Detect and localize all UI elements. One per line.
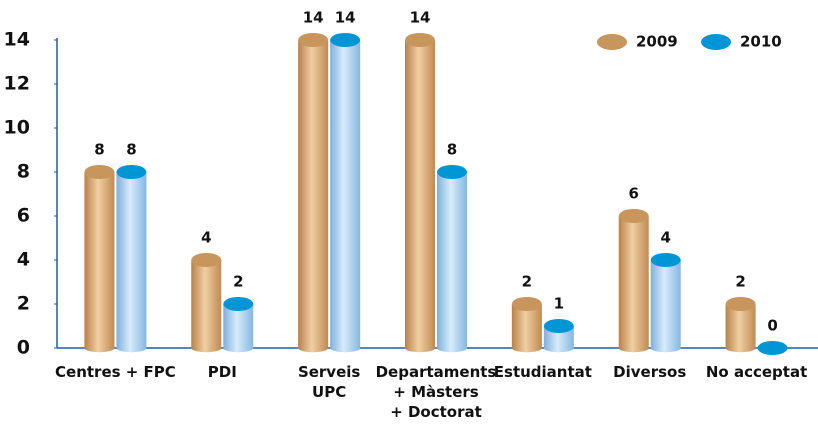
- data-label: 1: [554, 295, 564, 313]
- data-label: 8: [94, 141, 104, 159]
- bar: [223, 304, 254, 348]
- bar: [437, 172, 467, 348]
- x-tick-line: + Doctorat: [390, 403, 482, 421]
- bar: [84, 172, 115, 348]
- x-tick-line: No acceptat: [706, 363, 807, 381]
- data-label: 2: [522, 273, 532, 291]
- data-label: 4: [201, 229, 211, 247]
- bar-top: [298, 33, 329, 47]
- bar-top: [757, 341, 788, 355]
- y-tick-label: 10: [4, 117, 30, 139]
- x-tick-label: Departaments + Màsters + Doctorat: [376, 363, 497, 421]
- data-label: 6: [628, 185, 638, 203]
- bar-top: [191, 253, 222, 267]
- x-tick-label: Estudiantat: [494, 363, 592, 381]
- bar: [405, 40, 435, 348]
- legend-label: 2009: [636, 33, 678, 51]
- bar-top: [116, 165, 147, 179]
- data-label: 8: [126, 141, 136, 159]
- bar: [298, 40, 329, 348]
- data-label: 2: [735, 273, 745, 291]
- bar: [725, 304, 756, 348]
- bar-top: [437, 165, 467, 179]
- bar-top: [543, 319, 574, 333]
- x-tick-line: Centres + FPC: [55, 363, 176, 381]
- bar-top: [725, 297, 756, 311]
- x-tick-label: Serveis UPC: [298, 363, 360, 401]
- bar-top: [650, 253, 681, 267]
- x-tick-line: UPC: [312, 383, 346, 401]
- bar: [511, 304, 542, 348]
- x-tick-label: Diversos: [613, 363, 686, 381]
- bar-top: [405, 33, 435, 47]
- data-label: 4: [660, 229, 670, 247]
- bar-top: [223, 297, 254, 311]
- x-tick-label: Centres + FPC: [55, 363, 176, 381]
- y-tick-label: 4: [17, 249, 30, 271]
- x-tick-line: Serveis: [298, 363, 360, 381]
- legend-label: 2010: [740, 33, 782, 51]
- x-tick-line: PDI: [208, 363, 237, 381]
- bar: [191, 260, 222, 348]
- bar: [650, 260, 681, 348]
- bar-top: [84, 165, 115, 179]
- x-tick-label: No acceptat: [706, 363, 807, 381]
- bar: [618, 216, 649, 348]
- bar-top: [511, 297, 542, 311]
- y-tick-label: 2: [17, 293, 30, 315]
- x-tick-line: + Màsters: [393, 383, 479, 401]
- x-tick-line: Diversos: [613, 363, 686, 381]
- data-label: 14: [410, 9, 431, 27]
- data-label: 0: [767, 317, 777, 335]
- y-tick-label: 14: [4, 29, 30, 51]
- bar-top: [330, 33, 361, 47]
- data-label: 14: [335, 9, 356, 27]
- data-label: 8: [447, 141, 457, 159]
- y-tick-label: 8: [17, 161, 30, 183]
- bar: [330, 40, 361, 348]
- x-tick-line: Estudiantat: [494, 363, 592, 381]
- y-tick-label: 0: [17, 337, 30, 359]
- x-tick-line: Departaments: [376, 363, 497, 381]
- legend-swatch: [597, 34, 627, 50]
- legend-swatch: [701, 34, 731, 50]
- bar: [116, 172, 147, 348]
- data-label: 2: [233, 273, 243, 291]
- x-tick-label: PDI: [208, 363, 237, 381]
- data-label: 14: [303, 9, 324, 27]
- y-tick-label: 6: [17, 205, 30, 227]
- bar-top: [618, 209, 649, 223]
- y-tick-label: 12: [4, 73, 30, 95]
